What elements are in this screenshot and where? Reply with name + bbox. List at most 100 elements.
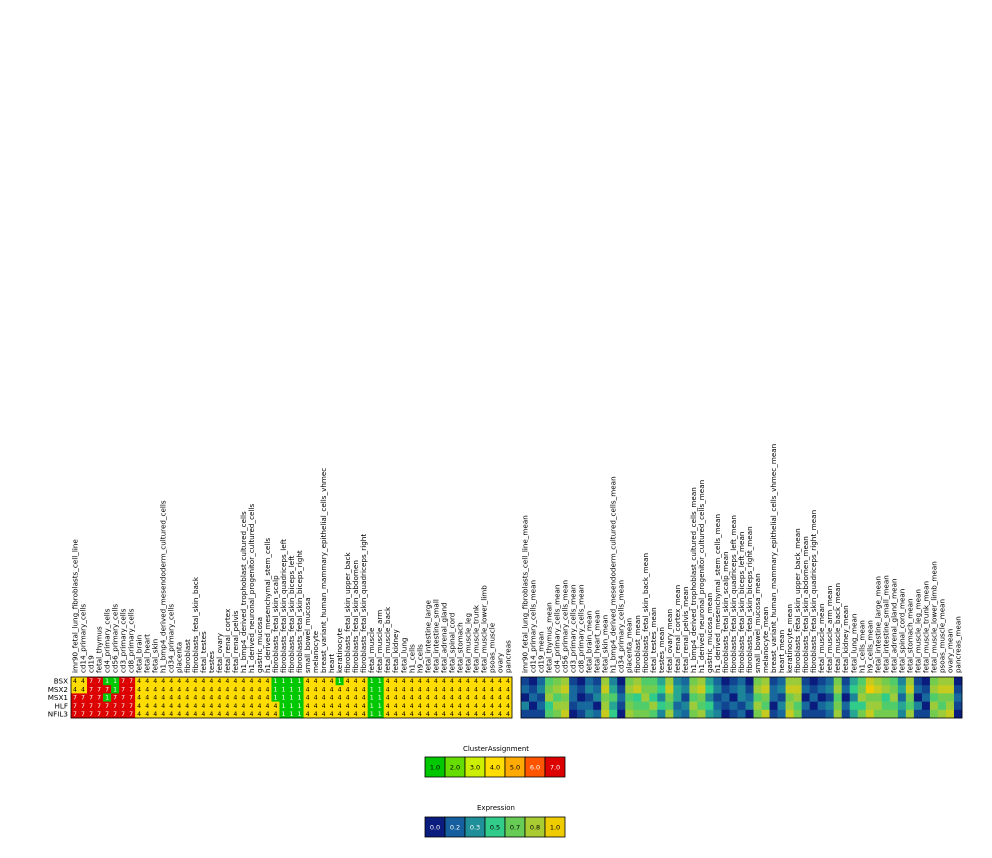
cluster-heatmap-cell [111,677,120,686]
expression-heatmap-cell [793,693,802,702]
cluster-heatmap-cell-label: 4 [506,695,510,702]
cluster-heatmap-cell [303,701,312,711]
expression-heatmap-cell [585,709,594,719]
expression-heatmap-cell [593,685,602,694]
expression-heatmap-cell [921,709,931,719]
expression-heatmap-cell [785,693,794,702]
expression-heatmap-cell [849,701,859,711]
cluster-heatmap-cell-label: 4 [233,695,237,702]
cluster-heatmap-cell [303,685,312,694]
expression-heatmap-cell [657,693,666,702]
cluster-heatmap-cell-label: 4 [410,678,414,685]
cluster-heatmap-cell [263,693,272,702]
cluster-heatmap-cell [143,677,152,686]
expression-legend-label: 0.5 [490,823,500,831]
cluster-heatmap-cell [439,701,449,711]
expression-heatmap-cell [753,677,762,686]
cluster-heatmap-cell [167,677,176,686]
cluster-heatmap-cell [135,693,144,702]
cluster-heatmap-cell-label: 4 [426,703,430,710]
expression-heatmap-cell [881,701,891,711]
cluster-heatmap-cell [479,693,489,702]
cluster-heatmap-cell-label: 4 [338,703,342,710]
cluster-heatmap-cell-label: 7 [129,703,133,710]
cluster-heatmap-column-label: fibroblasts_fetal_skin_upper_back [343,551,352,673]
cluster-heatmap-cell-label: 4 [161,695,165,702]
cluster-heatmap-cell-label: 4 [241,711,245,718]
expression-heatmap-cell [537,701,546,711]
expression-heatmap-cell [521,693,530,702]
cluster-heatmap-cell [383,709,393,719]
cluster-heatmap-cell [95,701,104,711]
expression-heatmap-cell [809,677,818,686]
row-label: MSX1 [48,693,68,702]
cluster-heatmap-cell-label: 4 [217,686,221,693]
cluster-heatmap-cell-label: 7 [121,703,125,710]
cluster-heatmap-cell [279,677,288,686]
cluster-heatmap-cell-label: 4 [177,678,181,685]
cluster-heatmap-cell [247,709,256,719]
expression-heatmap-cell [953,685,963,694]
cluster-heatmap-cell-label: 4 [233,678,237,685]
expression-heatmap-column-label: psoas_muscle_mean [937,599,946,673]
cluster-heatmap-cell [399,685,409,694]
expression-legend: Expression 0.0 0.2 0.3 0.5 0.7 0.8 1.0 [424,804,566,838]
expression-heatmap-cell [705,701,714,711]
cluster-heatmap-column-label: heart [327,654,336,673]
cluster-heatmap-cell-label: 1 [282,703,286,710]
expression-heatmap-cell [905,709,915,719]
cluster-heatmap-cell [367,677,376,686]
expression-heatmap-cell [777,701,786,711]
cluster-heatmap-cell-label: 4 [402,703,406,710]
cluster-heatmap-cell [87,677,96,686]
cluster-heatmap-cell [407,709,417,719]
cluster-heatmap-cell [415,709,425,719]
cluster-heatmap-cell-label: 4 [474,678,478,685]
expression-heatmap-column-label: ovary_mean [945,629,954,673]
cluster-heatmap-cell-label: 4 [241,686,245,693]
cluster-heatmap-cell [151,701,160,711]
cluster-heatmap-cell-label: 1 [298,703,302,710]
cluster-heatmap-cell-label: 4 [209,686,213,693]
cluster-heatmap-cell-label: 4 [314,695,318,702]
cluster-heatmap-cell-label: 4 [217,711,221,718]
cluster-heatmap-cell [263,701,272,711]
cluster-heatmap-cell-label: 4 [434,711,438,718]
cluster-heatmap-cell-label: 4 [241,678,245,685]
cluster-heatmap-cell-label: 7 [97,695,101,702]
cluster-heatmap-cell [495,693,505,702]
cluster-heatmap-cell [183,709,192,719]
cluster-heatmap-cell-label: 4 [426,711,430,718]
cluster-heatmap-cell [479,701,489,711]
cluster-heatmap-cell [159,701,168,711]
cluster-heatmap-cell-label: 4 [257,703,261,710]
expression-legend-label: 1.0 [550,823,560,831]
expression-heatmap-cell [777,677,786,686]
cluster-heatmap-cell-label: 4 [498,695,502,702]
expression-heatmap-cell [745,709,754,719]
expression-heatmap-cell [577,693,586,702]
expression-heatmap-cell [769,677,778,686]
expression-heatmap-cell [929,677,939,686]
expression-heatmap-cell [609,701,618,711]
cluster-heatmap-cell [239,701,248,711]
expression-heatmap-cell [617,685,626,694]
cluster-heatmap-cell [455,677,465,686]
expression-heatmap-cell [873,685,883,694]
expression-heatmap-cell [873,693,883,702]
cluster-heatmap-cell [215,677,224,686]
expression-heatmap-cell [689,701,698,711]
cluster-heatmap-cell [271,677,280,686]
cluster-heatmap-cell [223,693,232,702]
cluster-heatmap-cell [79,677,88,686]
cluster-heatmap-cell [303,693,312,702]
cluster-heatmap-cell [271,709,280,719]
cluster-heatmap-cell [223,709,232,719]
expression-heatmap-cell [641,685,650,694]
cluster-heatmap-column-label: fetal_renal_pelvis [231,610,240,673]
cluster-heatmap-cell-label: 4 [354,711,358,718]
cluster-heatmap-cell-label: 4 [458,678,462,685]
cluster-heatmap-cell-label: 4 [249,678,253,685]
cluster-heatmap-cell [183,693,192,702]
